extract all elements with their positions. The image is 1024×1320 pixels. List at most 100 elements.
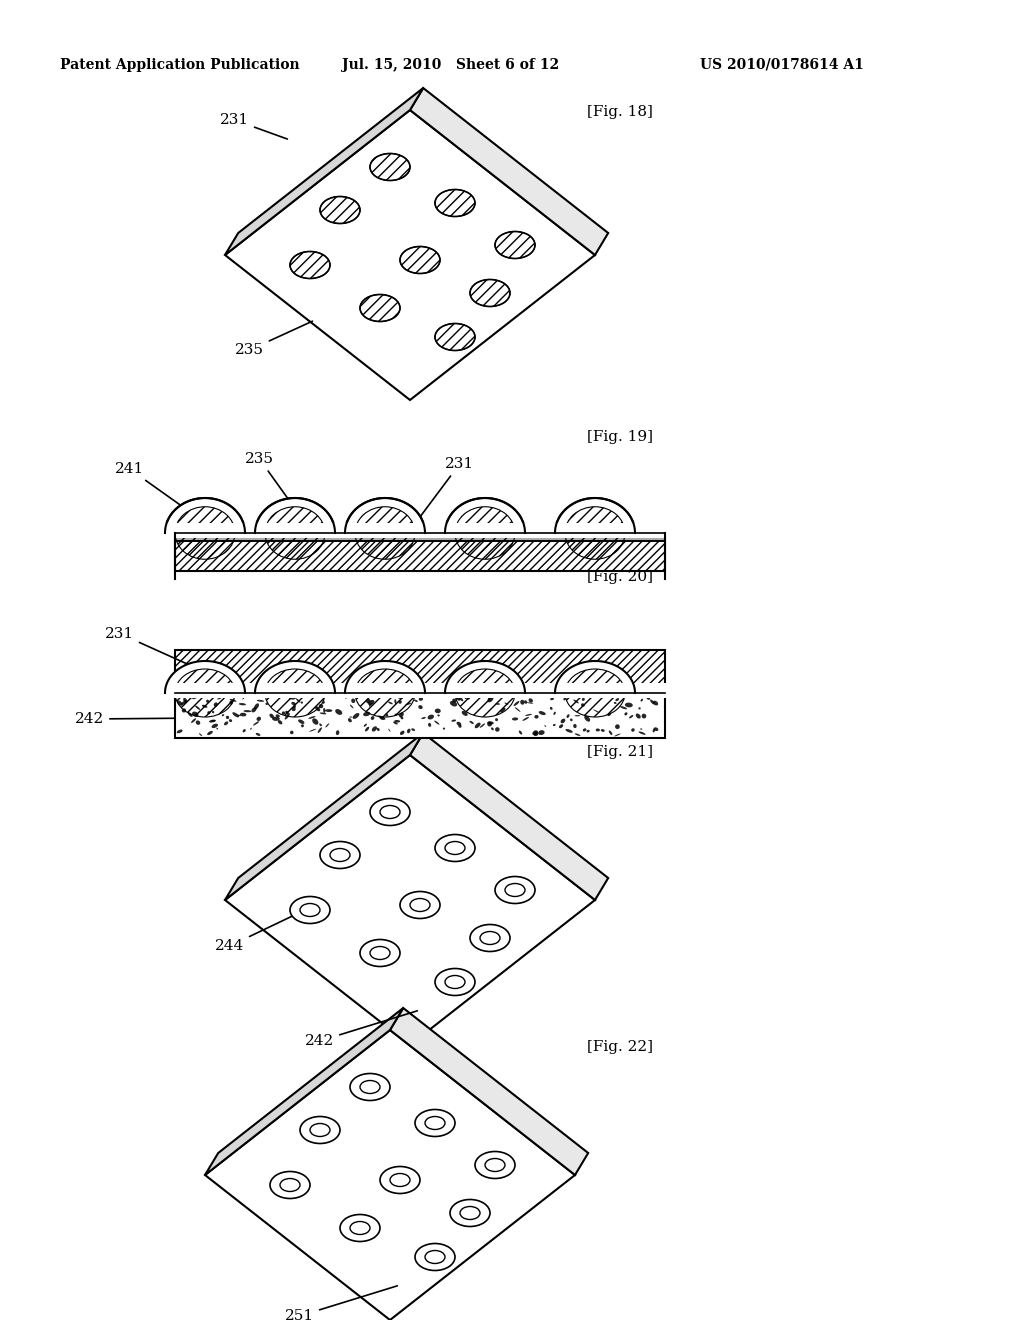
Ellipse shape [641,698,643,702]
Ellipse shape [393,722,397,725]
Ellipse shape [535,715,539,718]
Ellipse shape [275,714,280,717]
Polygon shape [445,498,525,533]
Ellipse shape [378,715,384,718]
Ellipse shape [364,723,367,727]
Text: 241: 241 [115,462,193,513]
Ellipse shape [625,702,633,708]
Ellipse shape [570,718,572,721]
Ellipse shape [360,294,400,322]
Ellipse shape [435,709,440,713]
Ellipse shape [505,702,508,705]
Ellipse shape [244,710,251,713]
Ellipse shape [487,722,492,726]
Ellipse shape [309,729,316,731]
Ellipse shape [642,714,646,718]
Ellipse shape [528,698,532,702]
Ellipse shape [434,721,439,725]
Ellipse shape [636,714,641,718]
Polygon shape [205,1030,575,1320]
Polygon shape [345,661,425,693]
Bar [175,685,665,693]
Ellipse shape [565,729,572,733]
Ellipse shape [445,842,465,854]
Ellipse shape [212,710,214,713]
Ellipse shape [553,723,556,726]
Polygon shape [225,110,595,400]
Ellipse shape [585,715,590,722]
Ellipse shape [593,709,600,713]
Ellipse shape [410,899,430,912]
Ellipse shape [360,940,400,966]
Ellipse shape [351,698,355,704]
Ellipse shape [406,702,412,705]
Ellipse shape [419,697,423,701]
Ellipse shape [272,717,280,721]
Ellipse shape [470,280,510,306]
Ellipse shape [400,891,440,919]
Ellipse shape [318,704,324,709]
Ellipse shape [620,706,627,709]
Ellipse shape [193,711,199,717]
Ellipse shape [253,721,259,726]
Polygon shape [255,498,335,533]
Ellipse shape [206,700,209,702]
Ellipse shape [291,702,296,705]
Ellipse shape [428,714,434,719]
Ellipse shape [211,721,216,722]
Ellipse shape [566,714,569,718]
Ellipse shape [326,709,333,711]
Ellipse shape [196,721,201,725]
Ellipse shape [388,729,390,731]
Ellipse shape [229,719,232,722]
Text: 242: 242 [75,711,202,726]
Ellipse shape [181,700,187,705]
Ellipse shape [372,726,377,731]
Ellipse shape [239,704,246,705]
Ellipse shape [582,698,585,701]
Ellipse shape [397,697,402,700]
Ellipse shape [559,725,563,729]
Ellipse shape [457,697,461,701]
Ellipse shape [425,1250,445,1263]
Ellipse shape [300,903,319,916]
Ellipse shape [514,701,519,706]
Ellipse shape [581,704,585,706]
Ellipse shape [629,715,633,718]
Bar [175,533,665,572]
Ellipse shape [352,713,359,719]
Ellipse shape [207,711,210,714]
Ellipse shape [470,924,510,952]
Ellipse shape [312,718,318,725]
Polygon shape [410,88,608,255]
Ellipse shape [207,731,213,735]
Ellipse shape [317,727,322,733]
Ellipse shape [639,731,645,735]
Ellipse shape [453,698,457,702]
Ellipse shape [280,1179,300,1192]
Ellipse shape [613,702,616,704]
Ellipse shape [177,701,182,706]
Ellipse shape [625,713,628,715]
Ellipse shape [212,723,218,729]
Ellipse shape [366,698,371,704]
Ellipse shape [445,975,465,989]
Ellipse shape [457,722,461,726]
Ellipse shape [470,721,474,723]
Ellipse shape [601,729,605,731]
Ellipse shape [487,721,494,725]
Polygon shape [410,733,608,900]
Ellipse shape [607,713,611,715]
Ellipse shape [609,730,612,735]
Ellipse shape [545,725,546,727]
Ellipse shape [398,700,401,704]
Text: [Fig. 19]: [Fig. 19] [587,430,653,444]
Ellipse shape [191,718,196,723]
Ellipse shape [583,729,587,731]
Ellipse shape [237,714,241,717]
Ellipse shape [496,704,500,705]
Ellipse shape [364,711,371,717]
Ellipse shape [323,701,325,704]
Ellipse shape [214,702,218,706]
Ellipse shape [501,708,506,713]
